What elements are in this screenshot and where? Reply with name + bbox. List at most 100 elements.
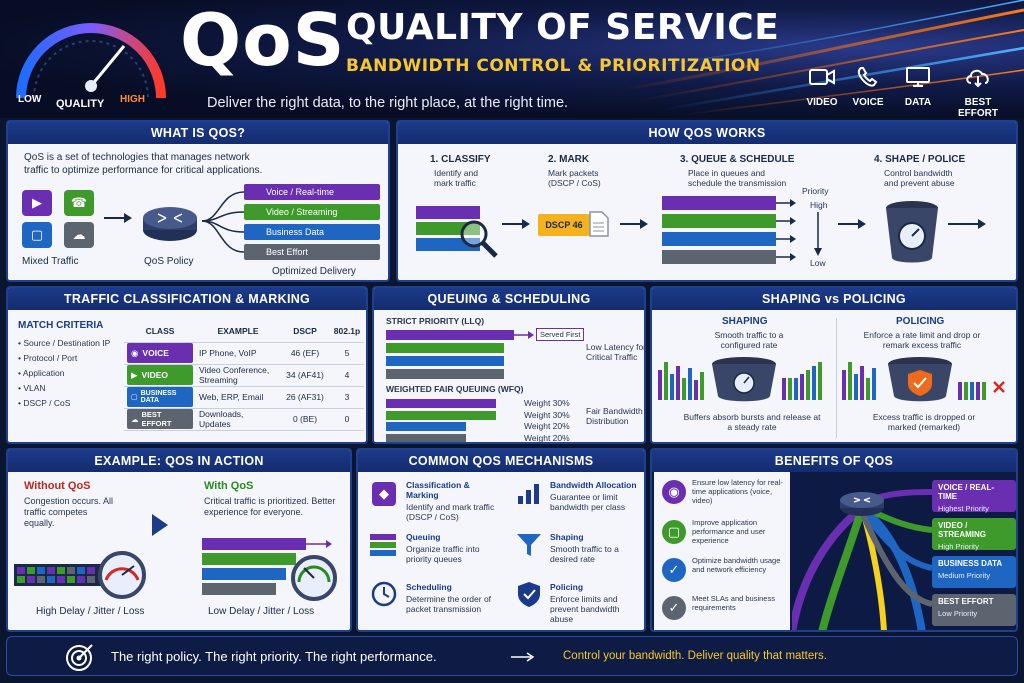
light-streaks-decoration xyxy=(620,0,1024,116)
criteria-item: • DSCP / CoS xyxy=(18,398,71,408)
policing-title: POLICING xyxy=(896,316,945,327)
strict-bar-2 xyxy=(386,343,504,353)
magnifier-icon xyxy=(460,220,498,258)
qos-logo: QoS xyxy=(180,0,346,82)
queue-row-2 xyxy=(662,214,776,228)
mechanism-title: Scheduling xyxy=(406,582,452,592)
headset-icon: ◉ xyxy=(131,347,139,358)
mechanism-desc: Determine the order of packet transmissi… xyxy=(406,594,492,615)
step-shape-title: 4. SHAPE / POLICE xyxy=(874,154,966,165)
class-tag-video: ▶ VIDEO xyxy=(127,365,193,385)
how-qos-works-title: HOW QOS WORKS xyxy=(398,122,1016,144)
weight-label: Weight 30% xyxy=(524,398,570,408)
with-qos-lane-business xyxy=(202,568,286,580)
what-is-qos-title: WHAT IS QOS? xyxy=(8,122,388,144)
table-row: ☁ BEST EFFORT Downloads, Updates 0 (BE) 0 xyxy=(124,408,364,431)
shaping-desc: Smooth traffic to a configured rate xyxy=(714,330,784,351)
shield-check-icon: ✓ xyxy=(662,596,686,620)
with-qos-lane-voice xyxy=(202,538,306,550)
benefit-text: Ensure low latency for real-time applica… xyxy=(692,478,783,505)
class-table: CLASS EXAMPLE DSCP 802.1p ◉ VOICE IP Phon… xyxy=(124,320,364,431)
strict-bar-3 xyxy=(386,356,504,366)
mechanism-desc: Smooth traffic to a desired rate xyxy=(550,544,619,565)
queue-business: Business Data xyxy=(244,224,380,240)
priority-low-label: Low xyxy=(810,258,826,268)
mixed-phone-icon: ☎ xyxy=(64,190,94,216)
strict-bar-4 xyxy=(386,369,504,379)
priority-arrow xyxy=(306,540,332,548)
criteria-title: MATCH CRITERIA xyxy=(18,320,104,331)
criteria-list: • Source / Destination IP • Protocol / P… xyxy=(18,336,110,411)
document-icon xyxy=(589,211,609,237)
benefits-title: BENEFITS OF QOS xyxy=(652,450,1016,472)
with-qos-result: Low Delay / Jitter / Loss xyxy=(208,606,315,617)
top-icon-voice: VOICE xyxy=(838,66,898,108)
table-row: ▢ BUSINESS DATA Web, ERP, Email 26 (AF31)… xyxy=(124,386,364,409)
benefit-text: Improve application performance and user… xyxy=(692,518,766,545)
cloud-icon: ☁ xyxy=(131,414,139,424)
what-is-qos-description: QoS is a set of technologies that manage… xyxy=(24,152,263,176)
mechanism-title: Policing xyxy=(550,582,584,592)
mixed-cloud-icon: ☁ xyxy=(64,222,94,248)
weight-label: Weight 20% xyxy=(524,421,570,431)
shaping-illustration xyxy=(658,357,822,402)
congested-traffic-illustration xyxy=(14,551,146,599)
queuing-panel: QUEUING & SCHEDULING STRICT PRIORITY (LL… xyxy=(372,286,646,444)
mechanisms-title: COMMON QOS MECHANISMS xyxy=(358,450,644,472)
without-qos-result: High Delay / Jitter / Loss xyxy=(36,606,145,617)
with-qos-lane-video xyxy=(202,553,296,565)
mechanism-title: Classification & Marking xyxy=(406,480,470,501)
class-tag-voice: ◉ VOICE xyxy=(127,343,193,363)
mechanisms-panel: COMMON QOS MECHANISMS ◆ Classification &… xyxy=(356,448,646,632)
bucket-icon xyxy=(886,201,938,263)
step-classify-title: 1. CLASSIFY xyxy=(430,154,491,165)
criteria-item: • Protocol / Port xyxy=(18,353,78,363)
queuing-title: QUEUING & SCHEDULING xyxy=(374,288,644,310)
served-first-arrow xyxy=(514,331,534,339)
classify-bar-1 xyxy=(416,206,480,219)
column-header: DSCP xyxy=(280,320,330,343)
monitor-icon: ▢ xyxy=(662,520,686,544)
classification-title: TRAFFIC CLASSIFICATION & MARKING xyxy=(8,288,366,310)
distribution-lines xyxy=(201,191,245,253)
shaping-policing-title: SHAPING vs POLICING xyxy=(652,288,1016,310)
criteria-item: • VLAN xyxy=(18,383,46,393)
step-queue-title: 3. QUEUE & SCHEDULE xyxy=(680,154,795,165)
without-qos-title: Without QoS xyxy=(24,480,91,492)
cable-label-voice: VOICE / REAL-TIME Highest Priority xyxy=(932,480,1016,513)
policing-note: Excess traffic is dropped or marked (rem… xyxy=(872,412,976,433)
queue-best-effort: Best Effort xyxy=(244,244,380,260)
phone-icon xyxy=(857,67,878,87)
queue-output-arrows xyxy=(776,199,796,261)
optimized-delivery-label: Optimized Delivery xyxy=(272,266,356,277)
weight-label: Weight 30% xyxy=(524,409,570,420)
priority-label: Priority xyxy=(802,186,829,196)
policing-desc: Enforce a rate limit and drop or remark … xyxy=(863,330,981,351)
queue-video: Video / Streaming xyxy=(244,204,380,220)
wfq-title: WEIGHTED FAIR QUEUING (WFQ) xyxy=(386,384,524,394)
criteria-item: • Source / Destination IP xyxy=(18,338,111,348)
gauge-low-label: LOW xyxy=(18,94,42,105)
mechanism-title: Queuing xyxy=(406,532,441,542)
class-table-wrap: CLASS EXAMPLE DSCP 802.1p ◉ VOICE IP Phon… xyxy=(124,320,364,431)
step-mark-desc: Mark packets (DSCP / CoS) xyxy=(548,168,601,189)
column-header: 802.1p xyxy=(330,320,364,343)
arrow-right-icon xyxy=(104,213,132,223)
queue-row-4 xyxy=(662,250,776,264)
funnel-icon xyxy=(517,534,541,556)
with-qos-lane-best-effort xyxy=(202,583,276,595)
queue-row-3 xyxy=(662,232,776,246)
chevron-right-icon xyxy=(152,514,168,536)
with-qos-title: With QoS xyxy=(204,480,254,492)
benefits-panel: BENEFITS OF QOS ◉ Ensure low latency for… xyxy=(650,448,1018,632)
divider xyxy=(836,318,837,438)
traffic-type-icons: VIDEO VOICE DATA BEST EFFORT xyxy=(796,66,1016,118)
dscp-tag: DSCP 46 xyxy=(538,214,590,236)
router-icon xyxy=(143,207,197,241)
step-mark-title: 2. MARK xyxy=(548,154,590,165)
arrow-right-icon xyxy=(511,652,535,662)
arrow-right-icon xyxy=(948,219,986,229)
step-classify-desc: Identify and mark traffic xyxy=(434,168,478,189)
top-icon-data: DATA xyxy=(888,66,948,108)
arrow-right-icon xyxy=(502,219,530,229)
